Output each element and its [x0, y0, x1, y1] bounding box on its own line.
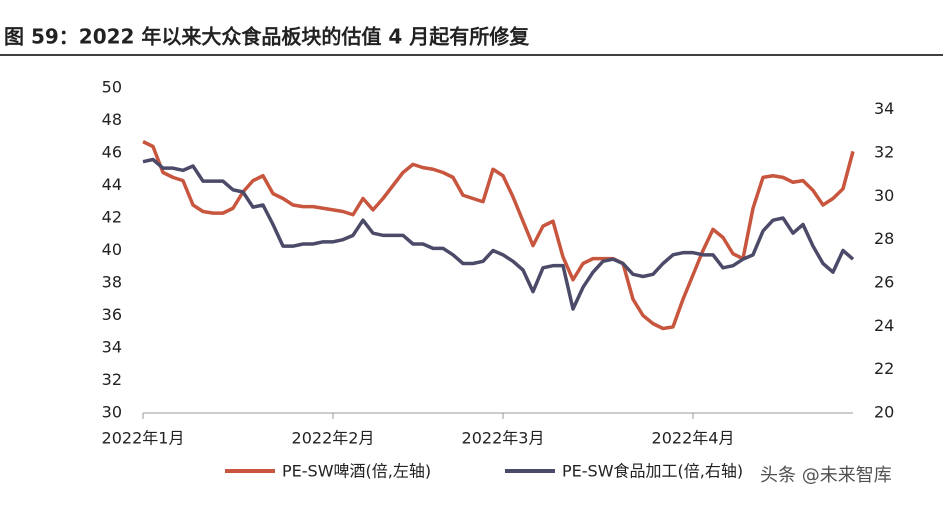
watermark: 头条 @未来智库	[760, 465, 892, 486]
y2-tick-label: 20	[874, 403, 894, 422]
y2-tick-label: 32	[874, 143, 894, 162]
chart-title: 图 59：2022 年以来大众食品板块的估值 4 月起有所修复	[4, 25, 530, 49]
y-tick-label: 38	[102, 273, 122, 292]
x-tick-label: 2022年3月	[462, 429, 545, 448]
y2-tick-label: 28	[874, 229, 894, 248]
y2-tick-label: 26	[874, 273, 894, 292]
x-tick-label: 2022年4月	[652, 429, 735, 448]
y-tick-label: 48	[102, 110, 122, 129]
y-tick-label: 44	[102, 175, 122, 194]
legend-label: PE-SW啤酒(倍,左轴)	[282, 462, 431, 481]
x-tick-label: 2022年1月	[102, 429, 185, 448]
y2-tick-label: 30	[874, 186, 894, 205]
y-tick-label: 32	[102, 370, 122, 389]
y-tick-label: 46	[102, 143, 122, 162]
y-tick-label: 40	[102, 240, 122, 259]
y-tick-label: 42	[102, 208, 122, 227]
y2-tick-label: 24	[874, 316, 894, 335]
y-tick-label: 30	[102, 403, 122, 422]
y-tick-label: 34	[102, 338, 122, 357]
y2-tick-label: 22	[874, 359, 894, 378]
series-line	[142, 157, 855, 311]
legend-label: PE-SW食品加工(倍,右轴)	[562, 462, 743, 481]
y2-tick-label: 34	[874, 99, 894, 118]
y-tick-label: 50	[102, 78, 122, 97]
x-tick-label: 2022年2月	[292, 429, 375, 448]
y-tick-label: 36	[102, 305, 122, 324]
series-line	[142, 140, 855, 331]
